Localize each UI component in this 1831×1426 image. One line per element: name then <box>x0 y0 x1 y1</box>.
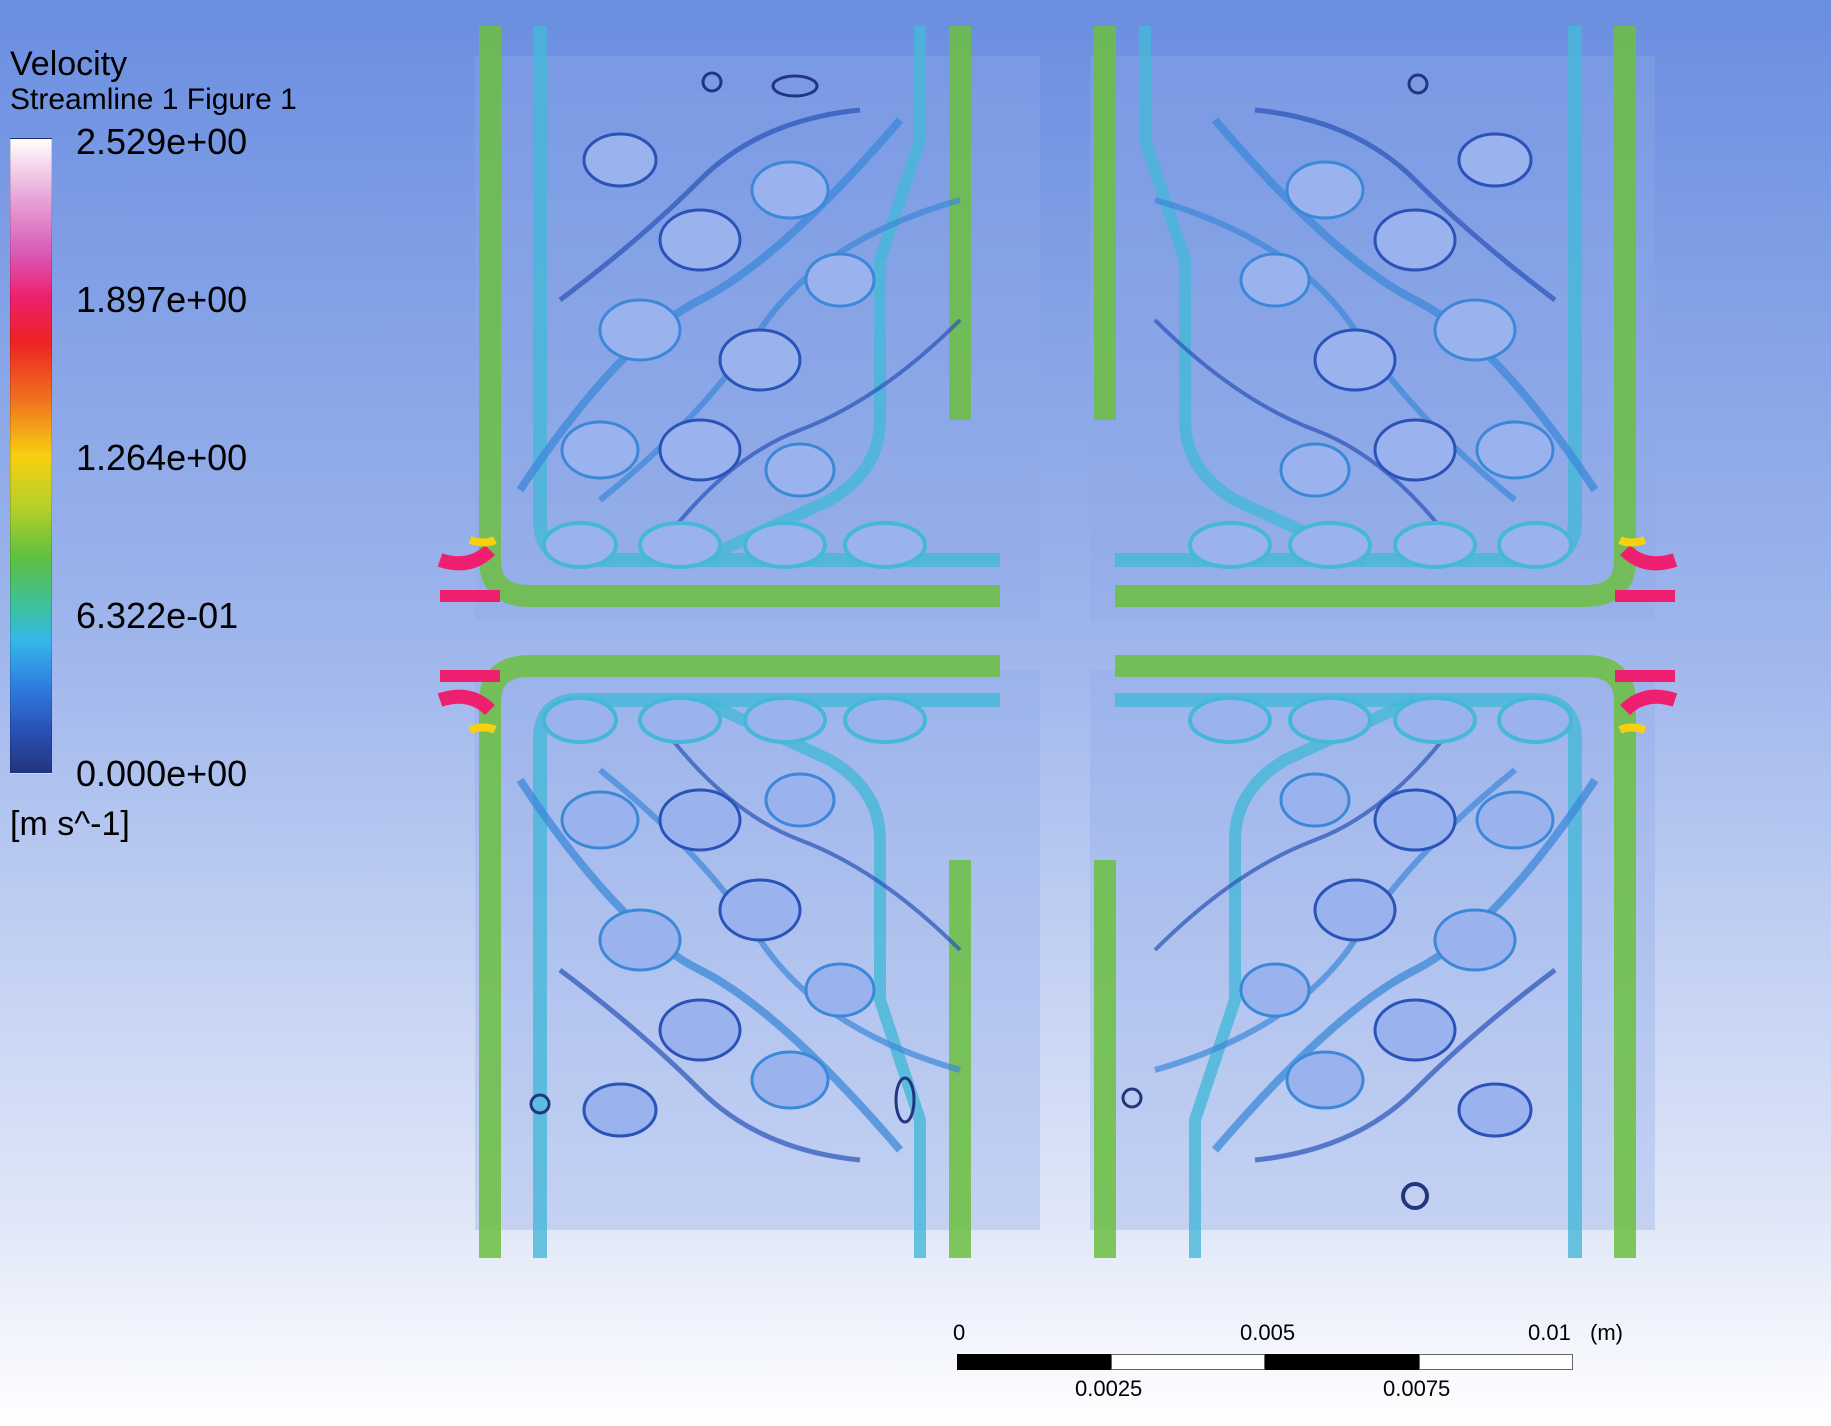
legend-tick-max: 2.529e+00 <box>76 121 248 162</box>
legend-subtitle: Streamline 1 Figure 1 <box>10 83 297 116</box>
scale-segment-2 <box>1111 1354 1265 1370</box>
scale-label-001: 0.01 <box>1528 1320 1571 1345</box>
quadrant-bottom-left <box>437 655 1040 1258</box>
colorbar <box>10 138 52 774</box>
scale-label-00075: 0.0075 <box>1383 1376 1451 1401</box>
legend-title: Velocity <box>10 45 128 83</box>
scale-label-0: 0 <box>953 1320 966 1345</box>
scale-label-00025: 0.0025 <box>1075 1376 1143 1401</box>
scale-segment-4 <box>1419 1354 1573 1370</box>
quadrant-bottom-right <box>1090 655 1678 1258</box>
legend-tick-2: 1.897e+00 <box>76 279 248 320</box>
scale-segment-3 <box>1265 1354 1419 1370</box>
velocity-legend: Velocity Streamline 1 Figure 1 2.529e+00… <box>8 44 338 844</box>
legend-tick-3: 1.264e+00 <box>76 437 248 478</box>
scale-bar: 0 0.005 0.01 (m) 0.0025 0.0075 <box>950 1320 1630 1420</box>
legend-tick-min: 0.000e+00 <box>76 753 248 794</box>
scale-unit: (m) <box>1590 1320 1623 1345</box>
quadrant-top-right <box>1090 26 1678 621</box>
quadrant-top-left <box>437 26 1040 621</box>
scale-segment-1 <box>957 1354 1111 1370</box>
legend-tick-4: 6.322e-01 <box>76 595 239 636</box>
scale-label-0005: 0.005 <box>1240 1320 1296 1345</box>
legend-units: [m s^-1] <box>10 805 130 843</box>
